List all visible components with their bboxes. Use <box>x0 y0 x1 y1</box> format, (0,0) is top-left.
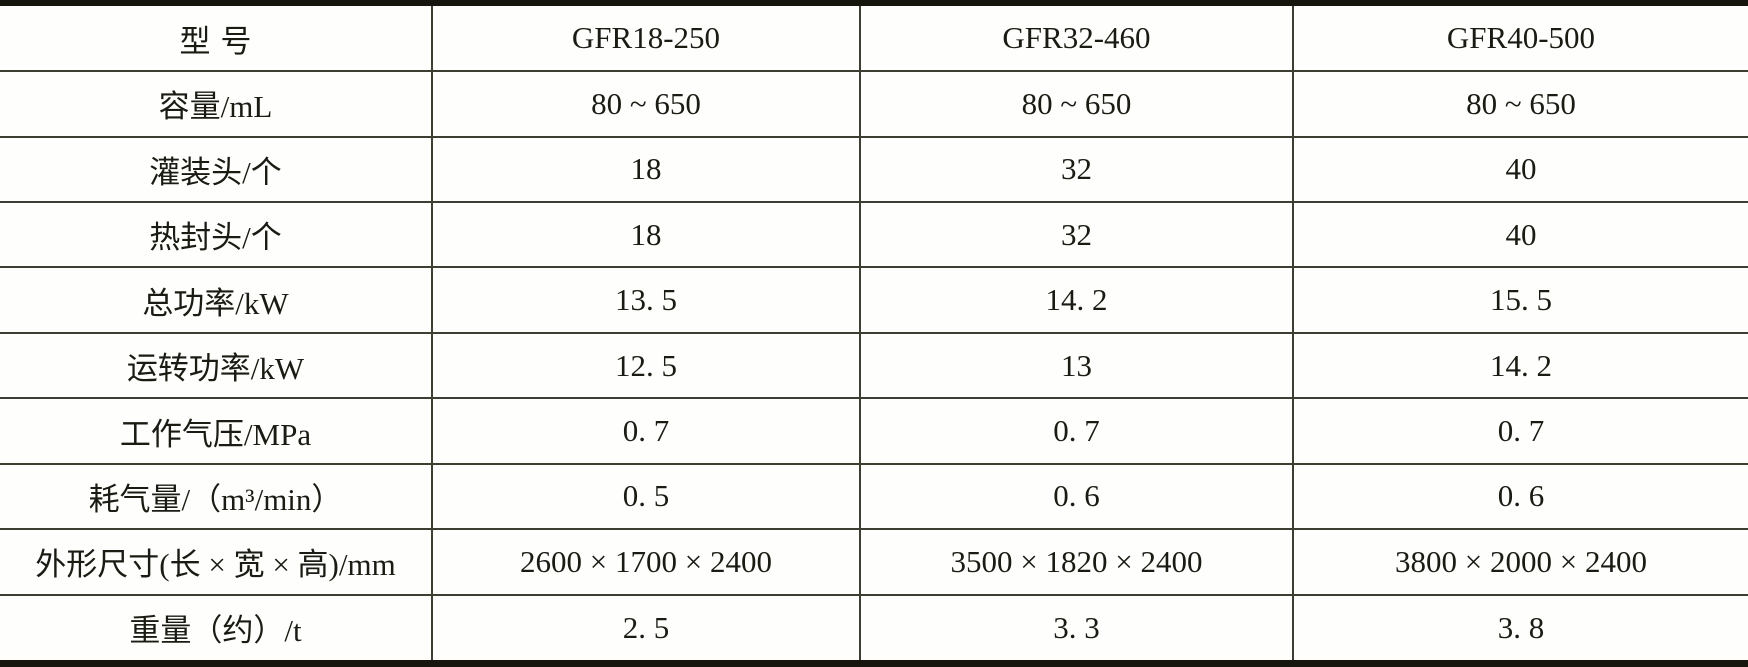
cell-working-pressure-2: 0. 7 <box>859 397 1294 465</box>
row-header-dimensions: 外形尺寸(长 × 宽 × 高)/mm <box>0 528 433 596</box>
cell-total-power-2: 14. 2 <box>859 266 1294 334</box>
cell-capacity-3: 80 ~ 650 <box>1292 70 1748 138</box>
row-header-air-consumption: 耗气量/（m³/min） <box>0 462 433 531</box>
cell-weight-1: 2. 5 <box>431 593 861 664</box>
cell-filling-heads-1: 18 <box>431 135 861 204</box>
row-header-filling-heads: 灌装头/个 <box>0 135 433 204</box>
table-row-weight: 重量（约）/t 2. 5 3. 3 3. 8 <box>0 593 1748 664</box>
cell-running-power-1: 12. 5 <box>431 331 861 400</box>
model-header-label: 型号 <box>0 3 433 73</box>
cell-filling-heads-3: 40 <box>1292 135 1748 204</box>
column-header-model-1: GFR18-250 <box>431 3 861 73</box>
cell-weight-3: 3. 8 <box>1292 593 1748 664</box>
row-header-running-power: 运转功率/kW <box>0 331 433 400</box>
row-header-capacity: 容量/mL <box>0 70 433 138</box>
cell-total-power-1: 13. 5 <box>431 266 861 334</box>
cell-sealing-heads-2: 32 <box>859 201 1294 269</box>
cell-dimensions-1: 2600 × 1700 × 2400 <box>431 528 861 596</box>
cell-running-power-3: 14. 2 <box>1292 331 1748 400</box>
cell-dimensions-2: 3500 × 1820 × 2400 <box>859 528 1294 596</box>
table-row-capacity: 容量/mL 80 ~ 650 80 ~ 650 80 ~ 650 <box>0 70 1748 138</box>
cell-running-power-2: 13 <box>859 331 1294 400</box>
row-header-total-power: 总功率/kW <box>0 266 433 334</box>
cell-weight-2: 3. 3 <box>859 593 1294 664</box>
row-header-weight: 重量（约）/t <box>0 593 433 664</box>
cell-working-pressure-3: 0. 7 <box>1292 397 1748 465</box>
cell-working-pressure-1: 0. 7 <box>431 397 861 465</box>
column-header-model-3: GFR40-500 <box>1292 3 1748 73</box>
cell-air-consumption-1: 0. 5 <box>431 462 861 531</box>
table-row-air-consumption: 耗气量/（m³/min） 0. 5 0. 6 0. 6 <box>0 462 1748 531</box>
cell-total-power-3: 15. 5 <box>1292 266 1748 334</box>
cell-sealing-heads-1: 18 <box>431 201 861 269</box>
table-row-filling-heads: 灌装头/个 18 32 40 <box>0 135 1748 204</box>
cell-air-consumption-3: 0. 6 <box>1292 462 1748 531</box>
table-row-total-power: 总功率/kW 13. 5 14. 2 15. 5 <box>0 266 1748 334</box>
cell-filling-heads-2: 32 <box>859 135 1294 204</box>
row-header-sealing-heads: 热封头/个 <box>0 201 433 269</box>
header-row: 型号 GFR18-250 GFR32-460 GFR40-500 <box>0 3 1748 73</box>
table-row-dimensions: 外形尺寸(长 × 宽 × 高)/mm 2600 × 1700 × 2400 35… <box>0 528 1748 596</box>
cell-capacity-1: 80 ~ 650 <box>431 70 861 138</box>
table-row-sealing-heads: 热封头/个 18 32 40 <box>0 201 1748 269</box>
row-header-working-pressure: 工作气压/MPa <box>0 397 433 465</box>
table-row-running-power: 运转功率/kW 12. 5 13 14. 2 <box>0 331 1748 400</box>
table-row-working-pressure: 工作气压/MPa 0. 7 0. 7 0. 7 <box>0 397 1748 465</box>
cell-air-consumption-2: 0. 6 <box>859 462 1294 531</box>
column-header-model-2: GFR32-460 <box>859 3 1294 73</box>
cell-dimensions-3: 3800 × 2000 × 2400 <box>1292 528 1748 596</box>
cell-capacity-2: 80 ~ 650 <box>859 70 1294 138</box>
cell-sealing-heads-3: 40 <box>1292 201 1748 269</box>
